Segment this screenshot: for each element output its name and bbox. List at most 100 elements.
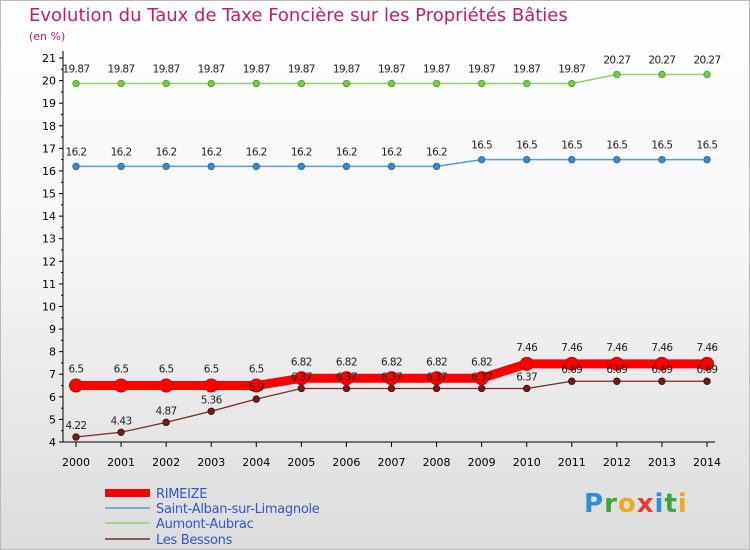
series-point xyxy=(523,79,531,88)
series-point xyxy=(162,79,170,88)
series-point xyxy=(162,162,170,171)
series-point xyxy=(204,378,219,393)
data-label: 16.5 xyxy=(516,140,537,152)
series-point xyxy=(477,384,486,393)
series-point xyxy=(72,433,80,441)
x-tick-label: 2003 xyxy=(197,456,225,469)
y-tick-label: 16 xyxy=(42,165,56,178)
series-point xyxy=(114,378,129,393)
x-tick-label: 2010 xyxy=(513,456,541,469)
data-label: 19.87 xyxy=(288,64,315,76)
data-label: 19.87 xyxy=(513,64,540,76)
series-point xyxy=(387,162,396,171)
data-label: 6.69 xyxy=(651,364,672,376)
series-point xyxy=(523,155,531,164)
series-point xyxy=(252,162,260,171)
series-point xyxy=(432,162,441,171)
data-label: 6.37 xyxy=(381,371,402,383)
y-tick-label: 4 xyxy=(49,436,56,449)
data-label: 6.5 xyxy=(69,364,84,376)
y-tick-label: 20 xyxy=(42,75,56,88)
proxiti-logo: Proxiti xyxy=(584,489,688,519)
data-label: 19.87 xyxy=(108,64,135,76)
series-point xyxy=(523,384,531,393)
x-tick-label: 2009 xyxy=(468,456,496,469)
series-point xyxy=(432,79,441,88)
legend-label: RIMEIZE xyxy=(156,487,207,502)
data-label: 20.27 xyxy=(693,54,720,66)
data-label: 6.69 xyxy=(606,364,627,376)
data-label: 16.2 xyxy=(426,146,447,158)
y-tick-label: 10 xyxy=(42,300,56,313)
series-point xyxy=(342,79,351,88)
data-label: 19.87 xyxy=(198,64,225,76)
series-point xyxy=(159,378,174,393)
data-label: 6.69 xyxy=(697,364,718,376)
data-label: 6.37 xyxy=(471,371,492,383)
x-tick-label: 2014 xyxy=(693,456,721,469)
data-label: 6.82 xyxy=(426,356,447,368)
series-point xyxy=(477,155,486,164)
data-label: 20.27 xyxy=(603,54,630,66)
series-point xyxy=(432,384,441,393)
series-point xyxy=(429,371,444,386)
chart-title: Evolution du Taux de Taxe Foncière sur l… xyxy=(29,5,568,26)
legend-label: Les Bessons xyxy=(156,533,233,548)
chart-unit-label: (en %) xyxy=(29,30,66,43)
x-tick-label: 2013 xyxy=(648,456,676,469)
series-point xyxy=(72,79,80,88)
data-label: 16.5 xyxy=(651,140,672,152)
data-label: 7.46 xyxy=(516,342,538,354)
data-label: 16.2 xyxy=(201,146,222,158)
series-point xyxy=(384,371,399,386)
x-tick-label: 2004 xyxy=(242,456,270,469)
data-label: 5.36 xyxy=(201,394,223,406)
data-label: 6.82 xyxy=(381,356,402,368)
data-label: 16.5 xyxy=(471,140,492,152)
data-label: 6.82 xyxy=(471,356,492,368)
data-label: 19.87 xyxy=(333,64,360,76)
x-tick-label: 2012 xyxy=(603,456,631,469)
data-label: 6.5 xyxy=(159,364,174,376)
data-label: 7.46 xyxy=(606,342,628,354)
series-point xyxy=(207,407,215,415)
data-label: 7.46 xyxy=(697,342,719,354)
data-label: 16.5 xyxy=(697,140,718,152)
data-label: 6.5 xyxy=(204,364,219,376)
series-point xyxy=(252,395,260,403)
series-point xyxy=(342,162,351,171)
series-point xyxy=(703,70,711,79)
legend-label: Aumont-Aubrac xyxy=(156,517,254,532)
series-point xyxy=(519,356,534,371)
data-label: 6.37 xyxy=(426,371,447,383)
y-tick-label: 17 xyxy=(42,142,56,155)
series-point xyxy=(654,356,669,371)
series-point xyxy=(117,79,125,88)
series-point xyxy=(252,79,260,88)
series-point xyxy=(658,155,666,164)
y-tick-label: 12 xyxy=(42,255,56,268)
data-label: 19.87 xyxy=(423,64,450,76)
data-label: 7.46 xyxy=(651,342,673,354)
series-point xyxy=(297,79,306,88)
series-point xyxy=(613,70,621,79)
series-point xyxy=(297,162,306,171)
series-point xyxy=(568,155,576,164)
series-point xyxy=(474,371,489,386)
series-point xyxy=(568,377,576,385)
x-tick-label: 2011 xyxy=(558,456,586,469)
data-label: 6.37 xyxy=(516,371,537,383)
y-tick-label: 18 xyxy=(42,120,56,133)
series-point xyxy=(477,79,486,88)
data-label: 19.87 xyxy=(378,64,405,76)
series-point xyxy=(249,378,264,393)
data-label: 19.87 xyxy=(62,64,89,76)
y-tick-label: 9 xyxy=(49,323,56,336)
data-label: 6.69 xyxy=(561,364,582,376)
series-point xyxy=(297,384,306,393)
data-label: 6.5 xyxy=(249,364,264,376)
y-tick-label: 13 xyxy=(42,233,56,246)
data-label: 5.9 xyxy=(249,382,264,394)
